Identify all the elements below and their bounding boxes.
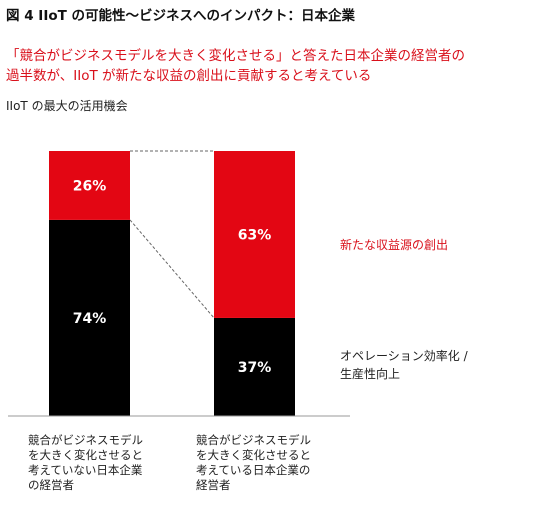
series-label-operational-efficiency-line-2: 生産性向上 — [340, 367, 401, 381]
category-label-1-line-1: 競合がビジネスモデル — [196, 433, 311, 447]
bar-1-segment-1 — [214, 151, 295, 318]
series-label-new-revenue-line-1: 新たな収益源の創出 — [340, 238, 449, 252]
bars-group — [49, 151, 295, 416]
value-labels-group: 74% 26% 37% 63% — [73, 178, 272, 376]
category-label-0-line-1: 競合がビジネスモデル — [28, 433, 143, 447]
category-label-0-line-4: の経営者 — [28, 478, 74, 492]
series-label-operational-efficiency-line-1: オペレーション効率化 / — [340, 349, 468, 363]
section-label: IIoT の最大の活用機会 — [6, 99, 128, 113]
category-label-1: 競合がビジネスモデル を大きく変化させると 考えている日本企業の 経営者 — [196, 433, 346, 493]
figure-title: 図 4 IIoT の可能性〜ビジネスへのインパクト：日本企業 — [6, 8, 356, 24]
value-label-1-1: 63% — [238, 227, 272, 243]
bar-0-segment-1 — [49, 151, 130, 220]
bar-1-segment-0 — [214, 317, 295, 416]
category-label-0-line-2: を大きく変化させると — [28, 448, 143, 462]
value-label-1-0: 37% — [238, 360, 272, 376]
value-label-0-1: 26% — [73, 178, 107, 194]
connector-lines — [129, 150, 215, 319]
subtitle-line-1: 「競合がビジネスモデルを大きく変化させる」と答えた日本企業の経営者の — [6, 48, 465, 64]
category-label-1-line-4: 経営者 — [196, 478, 231, 492]
connector-boundary — [129, 219, 215, 319]
series-label-new-revenue: 新たな収益源の創出 — [340, 236, 448, 254]
category-label-1-line-2: を大きく変化させると — [196, 448, 311, 462]
bar-0-segment-0 — [49, 219, 130, 416]
category-label-0-line-3: 考えていない日本企業 — [28, 463, 143, 477]
value-label-0-0: 74% — [73, 311, 107, 327]
series-label-operational-efficiency: オペレーション効率化 / 生産性向上 — [340, 347, 468, 383]
category-label-0: 競合がビジネスモデル を大きく変化させると 考えていない日本企業 の経営者 — [28, 433, 178, 493]
subtitle-line-2: 過半数が、IIoT が新たな収益の創出に貢献すると考えている — [6, 68, 372, 84]
category-label-1-line-3: 考えている日本企業の — [196, 463, 311, 477]
